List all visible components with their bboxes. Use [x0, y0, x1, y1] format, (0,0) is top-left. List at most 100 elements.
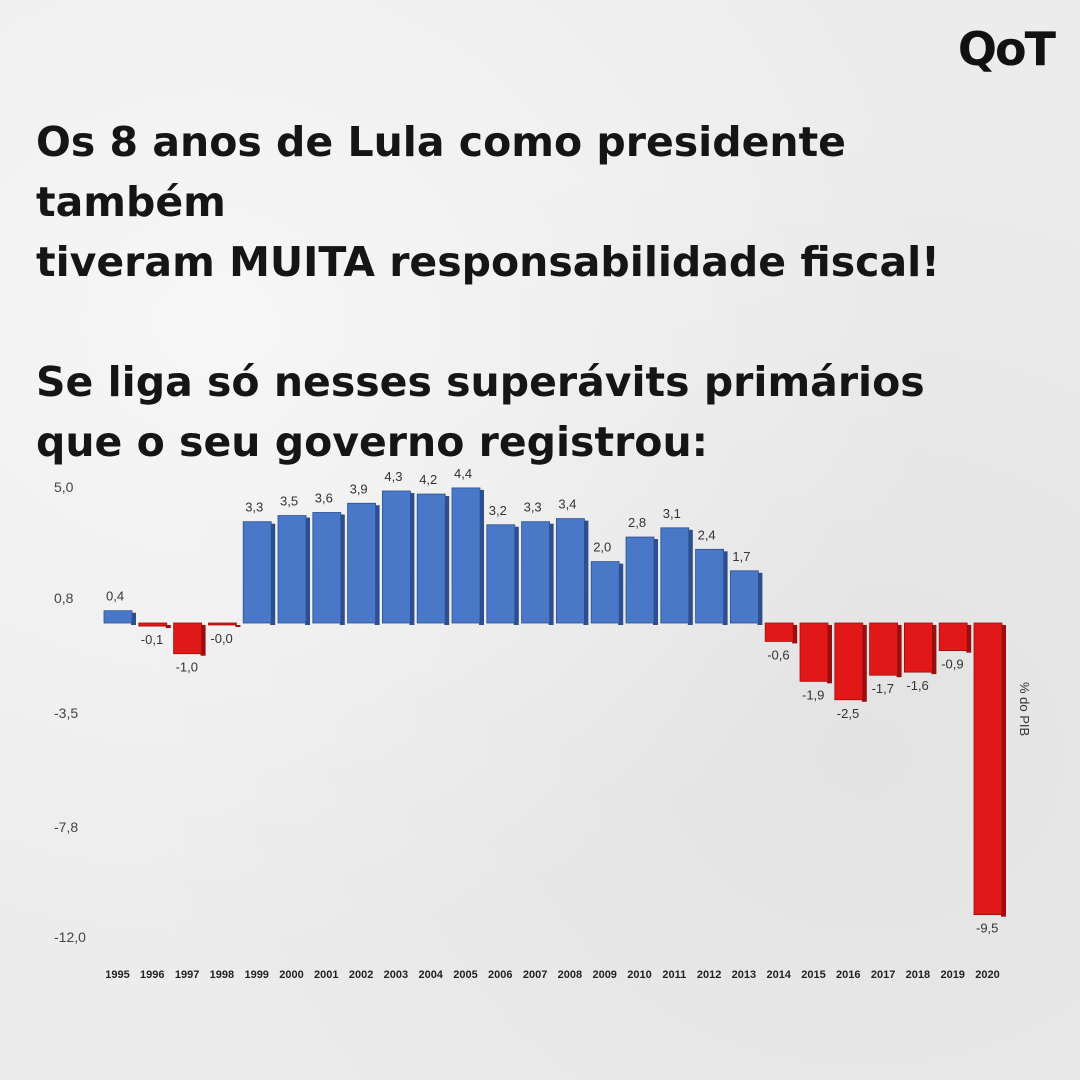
bar-shadow	[513, 526, 519, 625]
x-tick-label: 2017	[871, 969, 895, 981]
x-tick-label: 1997	[175, 969, 199, 981]
bar-shadow	[653, 539, 658, 625]
headline: Os 8 anos de Lula como presidente também…	[36, 112, 1036, 472]
headline-line-3: Se liga só nesses superávits primários	[36, 358, 925, 406]
bar-value-label: 3,5	[280, 494, 298, 509]
bar-value-label: 2,4	[698, 527, 716, 542]
bar-value-label: -9,5	[976, 921, 998, 936]
bar-value-label: 3,3	[245, 500, 263, 515]
x-tick-label: 1999	[244, 969, 268, 981]
bar	[695, 548, 724, 624]
bar-value-label: -1,7	[872, 681, 894, 696]
x-tick-label: 2012	[697, 969, 721, 981]
bar-value-label: 3,3	[524, 500, 542, 515]
x-tick-label: 2013	[732, 969, 756, 981]
bar-shadow	[757, 572, 763, 625]
x-tick-label: 2015	[801, 969, 825, 981]
bar	[138, 622, 168, 627]
bar-value-label: 2,8	[628, 515, 646, 530]
bar-shadow	[339, 514, 345, 625]
bar	[556, 518, 585, 624]
bar-shadow	[896, 625, 902, 678]
x-tick-label: 2016	[836, 969, 860, 981]
bar-value-label: -0,6	[767, 647, 789, 662]
bar	[625, 536, 655, 624]
bar-shadow	[722, 551, 728, 625]
headline-line-4: que o seu governo registrou:	[36, 418, 709, 466]
x-tick-label: 2010	[627, 969, 651, 981]
x-tick-label: 2002	[349, 969, 373, 981]
bar	[799, 622, 829, 682]
y-tick-label: 0,8	[54, 590, 74, 606]
bar-value-label: 3,9	[350, 481, 368, 496]
bar-value-label: -1,9	[802, 687, 824, 702]
bar-shadow	[931, 625, 937, 675]
bar	[938, 622, 968, 652]
bar-value-label: -0,1	[141, 632, 163, 647]
bar-value-label: 2,0	[593, 540, 611, 555]
bar-shadow	[305, 517, 310, 625]
y-axis-unit-label: % do PIB	[1017, 682, 1032, 736]
bar-shadow	[270, 523, 276, 625]
bar-value-label: 4,3	[384, 469, 402, 484]
bar	[312, 512, 342, 624]
x-tick-label: 2008	[558, 969, 582, 981]
bar	[904, 622, 933, 673]
x-tick-label: 2004	[418, 969, 443, 981]
x-tick-label: 2006	[488, 969, 512, 981]
bar	[660, 527, 690, 624]
x-tick-label: 2001	[314, 969, 338, 981]
bar	[521, 521, 550, 624]
bar-shadow	[1001, 625, 1006, 917]
bar	[764, 622, 794, 642]
brand-logo: QoT	[957, 22, 1056, 76]
bar	[590, 561, 620, 624]
bar-value-label: 3,6	[315, 490, 333, 505]
y-tick-label: 5,0	[54, 479, 74, 495]
bar-shadow	[583, 520, 589, 625]
bar-shadow	[165, 625, 171, 629]
bar	[451, 487, 481, 624]
bar-shadow	[966, 625, 972, 653]
bar-shadow	[200, 625, 206, 656]
x-tick-label: 2000	[279, 969, 303, 981]
bar-value-label: 4,2	[419, 472, 437, 487]
x-tick-label: 2018	[906, 969, 930, 981]
y-tick-label: -3,5	[54, 705, 78, 721]
bar	[173, 622, 203, 655]
bar-value-label: 3,4	[558, 497, 576, 512]
bar-value-label: -2,5	[837, 706, 859, 721]
bar	[730, 570, 759, 624]
bar	[973, 622, 1003, 916]
bar	[381, 490, 411, 624]
x-tick-label: 2020	[975, 969, 999, 981]
x-tick-label: 2005	[453, 969, 477, 981]
x-tick-label: 2009	[592, 969, 616, 981]
bar	[834, 622, 864, 701]
x-tick-label: 1995	[105, 969, 129, 981]
x-tick-label: 2011	[662, 969, 686, 981]
bar-value-label: -0,0	[210, 631, 232, 646]
bar-shadow	[548, 523, 554, 625]
bar-value-label: -1,0	[176, 660, 198, 675]
headline-line-2: tiveram MUITA responsabilidade fiscal!	[36, 238, 940, 286]
bar-shadow	[792, 625, 798, 644]
bar-shadow	[374, 505, 380, 625]
bar-shadow	[861, 625, 867, 702]
bar-value-label: 4,4	[454, 466, 472, 481]
bar	[416, 493, 446, 624]
bar-value-label: 3,2	[489, 503, 507, 518]
bar	[347, 502, 377, 624]
bar	[242, 521, 272, 624]
bar	[869, 622, 898, 676]
bar-value-label: -1,6	[906, 678, 928, 693]
bar-shadow	[235, 625, 241, 627]
x-tick-label: 1998	[210, 969, 234, 981]
y-tick-label: -12,0	[54, 929, 86, 945]
bar-shadow	[444, 496, 450, 625]
bar-shadow	[827, 625, 832, 684]
bar-shadow	[618, 563, 624, 625]
bar-shadow	[479, 489, 484, 625]
x-tick-label: 2007	[523, 969, 547, 981]
